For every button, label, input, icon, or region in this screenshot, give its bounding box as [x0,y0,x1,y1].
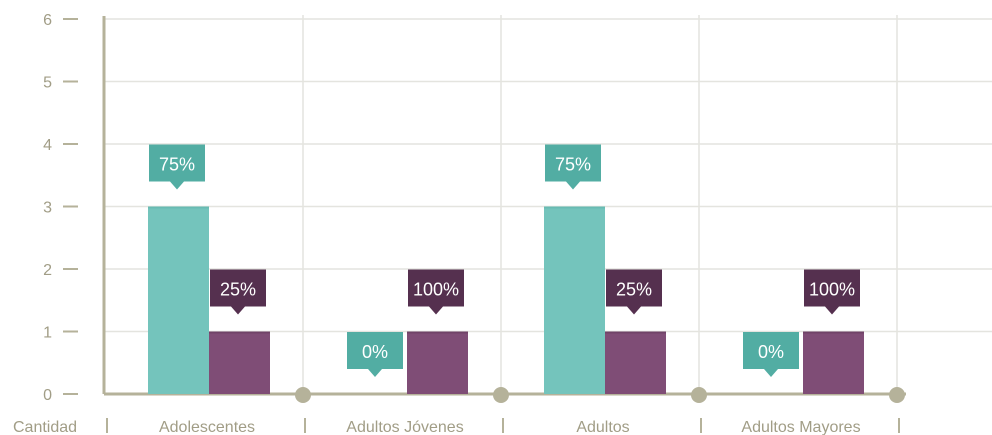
data-label-pointer [429,306,443,315]
bar-cap [209,331,270,334]
data-label-box [606,269,662,307]
x-category-label: Adultos [576,419,629,435]
y-tick-label: 2 [43,262,52,279]
y-tick-label: 5 [43,75,52,92]
y-tick-label: 4 [43,137,52,154]
data-label: 75% [159,155,195,175]
data-label: 75% [555,155,591,175]
bar-cap [407,331,468,334]
y-tick-label: 1 [43,325,52,342]
data-label-box [210,269,266,307]
axis-node [889,387,905,403]
data-label-pointer [368,369,382,377]
x-category-label: Adolescentes [159,419,255,435]
data-label: 25% [220,280,256,300]
data-label-pointer [170,181,184,190]
bar-cap [148,206,209,209]
bar [407,331,468,394]
data-label-box [408,269,464,307]
y-tick-label: 0 [43,387,52,404]
data-label-pointer [825,306,839,315]
bar-cap [803,331,864,334]
data-label-pointer [627,306,641,315]
data-label-box [545,144,601,182]
bar [148,206,209,394]
y-tick-label: 3 [43,200,52,217]
bar [605,331,666,394]
data-label-box [347,332,403,369]
data-label: 0% [362,342,388,362]
axis-node [295,387,311,403]
y-tick-label: 6 [43,12,52,29]
axis-node [493,387,509,403]
bar [803,331,864,394]
bar-cap [605,331,666,334]
x-category-label: Adultos Jóvenes [346,419,463,435]
x-category-label: Adultos Mayores [741,419,860,435]
data-label: 0% [758,342,784,362]
data-label-box [743,332,799,369]
data-label: 100% [413,280,459,300]
axis-layer: 0 1 2 3 4 5 6 Adolescentes Adultos Jóvenes Adulto… [43,12,906,435]
label-layer: 75% 0% 75% 0% 25% 100% 25% 100% [149,144,860,377]
data-label: 100% [809,280,855,300]
bar-cap [544,206,605,209]
axis-node [691,387,707,403]
data-label-pointer [566,181,580,190]
data-label-box [804,269,860,307]
data-label-box [149,144,205,182]
bar-layer [148,206,864,394]
data-label-pointer [231,306,245,315]
data-label: 25% [616,280,652,300]
x-axis-title: Cantidad [13,419,77,435]
bar [209,331,270,394]
bar [544,206,605,394]
data-label-pointer [764,369,778,377]
